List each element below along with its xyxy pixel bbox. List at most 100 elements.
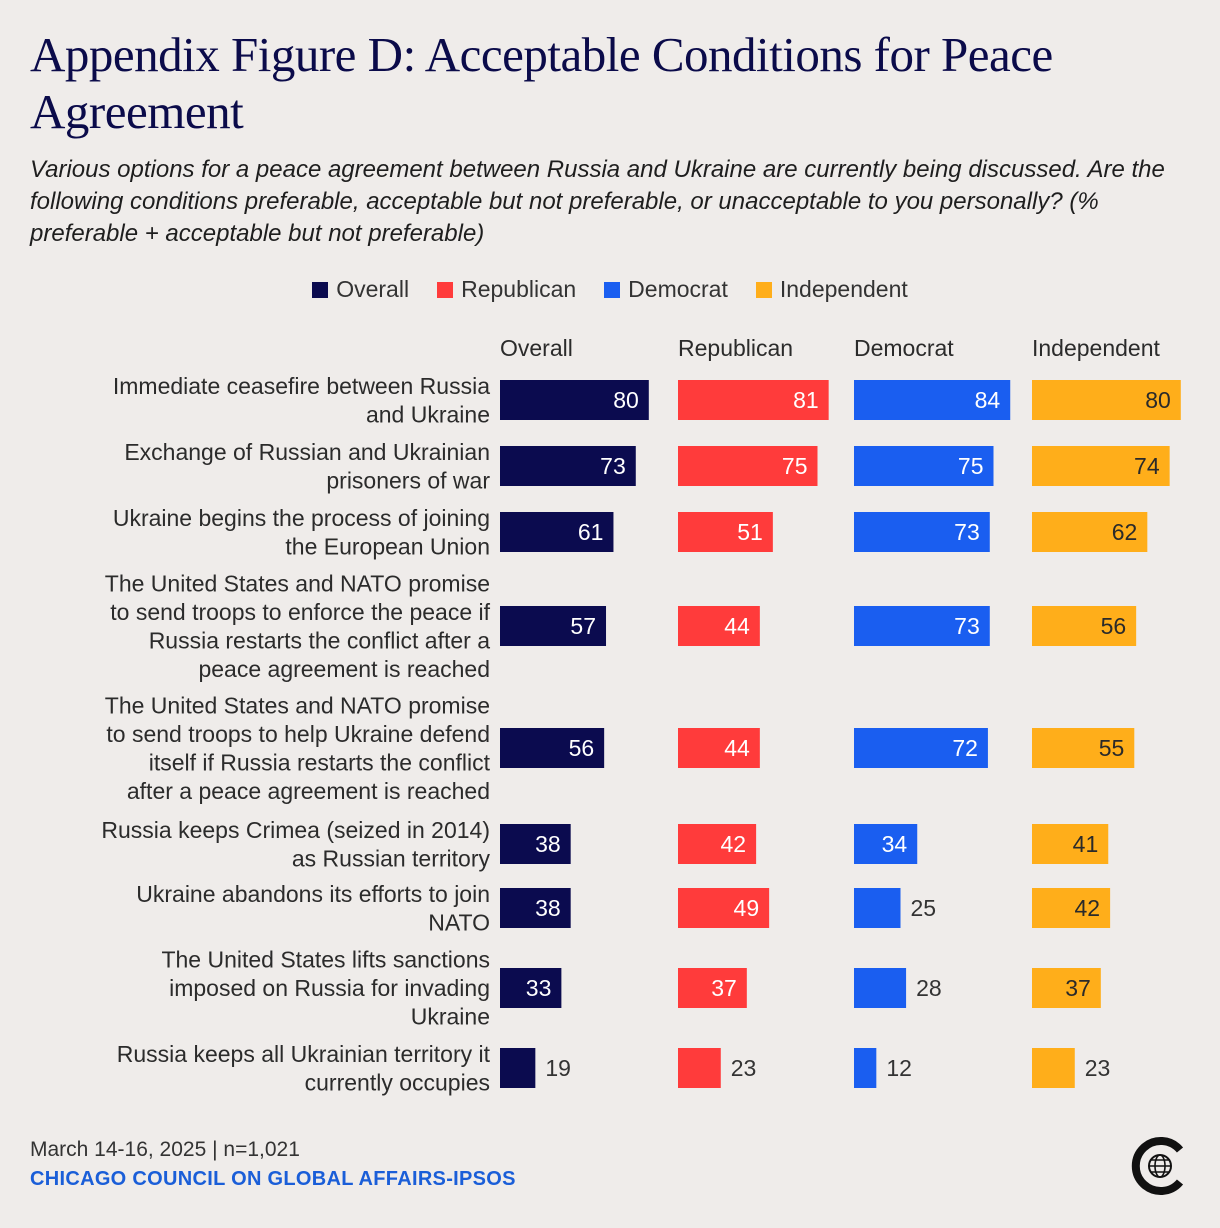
data-label-democrat: 84: [975, 387, 1001, 413]
data-label-overall: 38: [535, 831, 561, 857]
bar-democrat: [854, 728, 988, 768]
data-label-overall: 33: [526, 975, 552, 1001]
data-label-democrat: 25: [911, 895, 937, 921]
bar-independent: [1032, 446, 1170, 486]
data-label-independent: 74: [1134, 453, 1160, 479]
category-label: The United States and NATO promise: [105, 570, 490, 596]
category-label: Ukraine begins the process of joining: [113, 505, 490, 531]
column-header-independent: Independent: [1032, 335, 1161, 361]
legend-label-independent: Independent: [779, 276, 908, 302]
data-label-overall: 38: [535, 895, 561, 921]
data-label-republican: 81: [793, 387, 819, 413]
data-label-overall: 56: [569, 735, 595, 761]
category-label: itself if Russia restarts the conflict: [149, 749, 491, 775]
bar-republican: [678, 606, 760, 646]
data-label-republican: 44: [724, 735, 750, 761]
category-label: Ukraine abandons its efforts to join: [136, 881, 490, 907]
category-label: prisoners of war: [326, 467, 490, 493]
bar-democrat: [854, 888, 901, 928]
data-label-overall: 80: [613, 387, 639, 413]
column-header-overall: Overall: [500, 335, 573, 361]
data-label-republican: 23: [731, 1055, 757, 1081]
category-label: The United States and NATO promise: [105, 692, 490, 718]
bar-democrat: [854, 824, 918, 864]
category-label: Russia keeps Crimea (seized in 2014): [101, 817, 490, 843]
legend: Overall Republican Democrat Independent: [0, 276, 1220, 303]
data-label-overall: 61: [578, 519, 604, 545]
data-label-democrat: 73: [954, 613, 980, 639]
legend-label-democrat: Democrat: [628, 276, 728, 302]
bar-overall: [500, 512, 614, 552]
data-label-democrat: 28: [916, 975, 942, 1001]
bar-independent: [1032, 512, 1148, 552]
legend-label-republican: Republican: [461, 276, 577, 302]
legend-item-independent: Independent: [755, 276, 908, 303]
data-label-republican: 37: [711, 975, 737, 1001]
category-label: peace agreement is reached: [198, 656, 490, 682]
bar-overall: [500, 446, 636, 486]
bar-overall: [500, 888, 571, 928]
bar-overall: [500, 380, 649, 420]
category-label: to send troops to help Ukraine defend: [106, 721, 490, 747]
bar-independent: [1032, 968, 1101, 1008]
bar-overall: [500, 606, 607, 646]
bar-republican: [678, 1048, 721, 1088]
data-label-republican: 44: [724, 613, 750, 639]
bar-republican: [678, 888, 770, 928]
bar-democrat: [854, 446, 994, 486]
bar-democrat: [854, 968, 907, 1008]
bar-overall: [500, 968, 562, 1008]
category-label: to send troops to enforce the peace if: [110, 599, 490, 625]
data-label-republican: 49: [734, 895, 760, 921]
chart-subtitle: Various options for a peace agreement be…: [30, 156, 1165, 247]
data-label-democrat: 75: [958, 453, 984, 479]
bar-republican: [678, 824, 757, 864]
category-label: and Ukraine: [366, 401, 490, 427]
category-label: the European Union: [285, 533, 490, 559]
data-label-democrat: 34: [882, 831, 908, 857]
data-label-democrat: 73: [954, 519, 980, 545]
bar-independent: [1032, 824, 1109, 864]
legend-item-democrat: Democrat: [604, 276, 728, 303]
bar-independent: [1032, 606, 1137, 646]
legend-label-overall: Overall: [336, 276, 410, 302]
legend-swatch-independent: [755, 281, 772, 298]
bar-independent: [1032, 380, 1181, 420]
bar-overall: [500, 824, 571, 864]
footer-date: March 14-16, 2025 | n=1,021: [30, 1138, 300, 1161]
data-label-republican: 51: [737, 519, 763, 545]
data-label-republican: 75: [782, 453, 808, 479]
data-label-overall: 73: [600, 453, 626, 479]
category-label: Russia restarts the conflict after a: [149, 627, 491, 653]
data-label-overall: 57: [570, 613, 596, 639]
category-label: Immediate ceasefire between Russia: [113, 373, 490, 399]
category-label: The United States lifts sanctions: [161, 947, 490, 973]
data-label-democrat: 12: [886, 1055, 912, 1081]
bar-democrat: [854, 1048, 877, 1088]
category-label: after a peace agreement is reached: [127, 778, 490, 804]
chicago-council-globe-logo-icon: [1131, 1137, 1184, 1195]
category-label: currently occupies: [305, 1069, 490, 1095]
bar-republican: [678, 968, 747, 1008]
bar-independent: [1032, 728, 1135, 768]
data-label-independent: 56: [1101, 613, 1127, 639]
legend-item-republican: Republican: [437, 276, 576, 303]
legend-swatch-democrat: [604, 281, 621, 298]
bar-democrat: [854, 380, 1011, 420]
chart-title: Appendix Figure D: Acceptable Conditions…: [30, 27, 1053, 139]
bar-independent: [1032, 1048, 1075, 1088]
data-label-republican: 42: [721, 831, 747, 857]
bar-independent: [1032, 888, 1111, 928]
footer-source: CHICAGO COUNCIL ON GLOBAL AFFAIRS-IPSOS: [30, 1168, 516, 1190]
category-label: Russia keeps all Ukrainian territory it: [117, 1041, 491, 1067]
bar-democrat: [854, 606, 990, 646]
bar-overall: [500, 728, 605, 768]
legend-swatch-overall: [312, 281, 329, 298]
bar-chart: Overall Republican Democrat Independent Imme…: [101, 335, 1181, 1095]
data-label-democrat: 72: [952, 735, 978, 761]
data-label-independent: 37: [1065, 975, 1091, 1001]
data-label-independent: 55: [1099, 735, 1125, 761]
data-label-independent: 80: [1145, 387, 1171, 413]
category-label: as Russian territory: [292, 845, 491, 871]
bar-republican: [678, 380, 829, 420]
